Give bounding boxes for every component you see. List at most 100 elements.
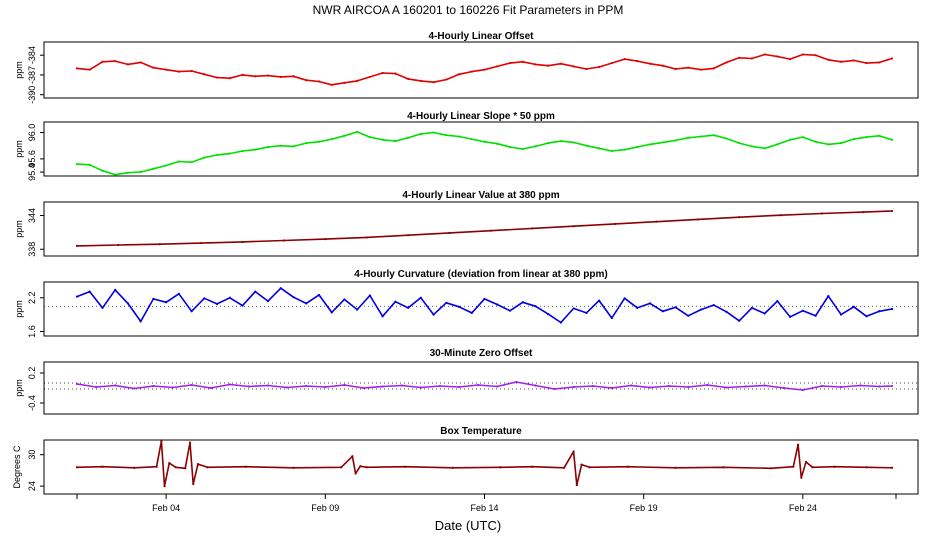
data-point: [890, 384, 894, 388]
data-point: [722, 466, 725, 469]
data-point: [839, 385, 843, 389]
data-point: [712, 67, 715, 70]
data-point: [534, 63, 537, 66]
data-point: [725, 386, 728, 389]
data-point: [572, 141, 575, 144]
data-point: [394, 72, 397, 75]
data-point: [789, 58, 792, 61]
data-point: [356, 79, 359, 82]
data-point: [215, 76, 219, 79]
data-point: [206, 466, 209, 469]
data-point: [782, 386, 785, 390]
data-point: [139, 320, 142, 323]
data-point: [626, 465, 629, 468]
data-point: [562, 466, 566, 469]
y-tick-label: 2.2: [27, 291, 37, 304]
data-point: [496, 142, 499, 145]
panel-title: 4-Hourly Linear Offset: [428, 31, 534, 42]
data-point: [483, 68, 486, 71]
panel-frame: [43, 121, 919, 177]
data-point: [177, 292, 180, 295]
data-point: [114, 60, 117, 63]
data-point: [796, 443, 800, 446]
data-point: [648, 386, 652, 389]
data-point: [324, 385, 327, 389]
data-point: [661, 64, 664, 67]
panel-title: 4-Hourly Linear Value at 380 ppm: [402, 190, 559, 201]
data-point: [801, 309, 804, 312]
data-point: [496, 303, 499, 306]
data-point: [432, 313, 435, 316]
data-point: [470, 311, 473, 315]
data-point: [890, 466, 894, 469]
data-point: [839, 60, 843, 63]
data-point: [403, 465, 407, 468]
data-point: [209, 386, 212, 390]
data-point: [139, 61, 142, 64]
data-point: [559, 139, 563, 143]
data-point: [750, 145, 754, 148]
data-point: [687, 66, 690, 69]
data-point: [266, 300, 270, 303]
data-point: [610, 61, 613, 65]
data-point: [241, 73, 244, 77]
data-point: [865, 61, 868, 65]
data-point: [330, 83, 333, 86]
panel-frame: [43, 439, 919, 495]
data-point: [789, 315, 792, 318]
data-point: [75, 382, 79, 386]
data-point: [572, 307, 575, 310]
y-tick-label: 24: [27, 481, 37, 491]
data-point: [779, 214, 782, 217]
data-point: [351, 455, 354, 458]
data-point: [188, 441, 192, 444]
data-point: [610, 149, 613, 153]
data-point: [598, 147, 601, 150]
data-point: [101, 306, 104, 309]
y-axis-label: ppm: [14, 220, 24, 238]
data-point: [457, 73, 461, 76]
data-point: [114, 288, 117, 291]
panel-frame: [43, 361, 919, 415]
data-point: [750, 57, 754, 60]
data-point: [190, 69, 193, 73]
data-point: [878, 310, 881, 313]
data-point: [763, 147, 766, 150]
data-point: [438, 384, 442, 388]
data-point: [636, 60, 639, 63]
data-point: [215, 153, 219, 157]
data-point: [585, 144, 588, 147]
y-tick-label: -390: [27, 86, 37, 104]
data-point: [534, 145, 537, 148]
data-point: [356, 308, 359, 311]
data-point: [623, 297, 626, 300]
data-point: [636, 145, 639, 149]
data-point: [725, 310, 728, 313]
data-point: [152, 66, 155, 69]
data-point: [406, 306, 410, 309]
data-point: [865, 136, 868, 139]
data-point: [890, 57, 894, 60]
data-point: [706, 383, 709, 387]
panel-6: Box Temperature Degrees C 30 24: [12, 426, 919, 495]
panel-frame: [43, 281, 919, 337]
data-point: [126, 63, 130, 66]
data-point: [674, 139, 677, 142]
data-point: [419, 386, 422, 389]
data-point: [585, 67, 588, 71]
data-point: [457, 135, 461, 138]
data-point: [572, 385, 575, 389]
data-point: [406, 77, 410, 80]
y-tick-label: 96.0: [27, 124, 37, 142]
data-point: [317, 140, 321, 143]
data-point: [776, 300, 779, 303]
data-point: [365, 466, 368, 469]
data-point: [330, 138, 333, 141]
data-point: [661, 310, 664, 313]
data-point: [559, 62, 563, 65]
data-point: [305, 79, 308, 82]
y-axis-label: ppm: [14, 300, 24, 318]
data-point: [738, 141, 741, 145]
data-point: [163, 485, 166, 488]
